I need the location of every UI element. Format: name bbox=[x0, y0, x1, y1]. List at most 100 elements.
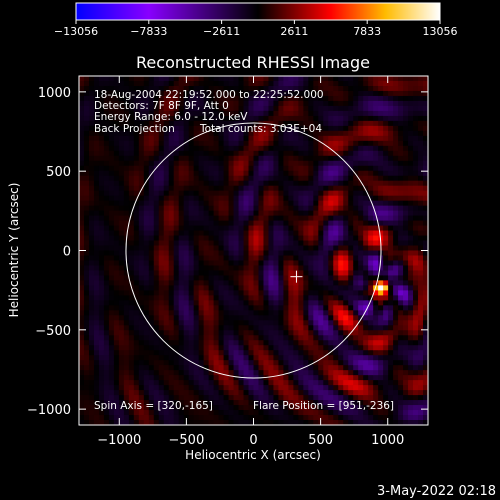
heatmap-cell bbox=[278, 375, 284, 381]
heatmap-cell bbox=[158, 395, 165, 401]
heatmap-cell bbox=[278, 360, 284, 366]
heatmap-cell bbox=[348, 300, 354, 306]
heatmap-cell bbox=[383, 245, 389, 251]
heatmap-cell bbox=[403, 405, 409, 411]
heatmap-cell bbox=[313, 185, 319, 192]
heatmap-cell bbox=[108, 340, 115, 346]
heatmap-cell bbox=[118, 125, 125, 132]
heatmap-cell bbox=[223, 185, 229, 192]
heatmap-cell bbox=[353, 315, 359, 321]
heatmap-cell bbox=[333, 285, 339, 291]
heatmap-cell bbox=[283, 280, 289, 286]
heatmap-cell bbox=[363, 155, 369, 162]
heatmap-cell bbox=[278, 295, 284, 301]
heatmap-cell bbox=[423, 235, 428, 241]
heatmap-cell bbox=[253, 250, 259, 256]
heatmap-cell bbox=[313, 370, 319, 376]
heatmap-cell bbox=[193, 290, 200, 296]
heatmap-cell bbox=[213, 215, 219, 221]
heatmap-cell bbox=[168, 290, 175, 296]
heatmap-cell bbox=[128, 250, 135, 256]
heatmap-cell bbox=[288, 150, 294, 157]
heatmap-cell bbox=[288, 280, 294, 286]
heatmap-cell bbox=[248, 335, 254, 341]
heatmap-cell bbox=[213, 300, 219, 306]
heatmap-cell bbox=[198, 250, 205, 256]
heatmap-cell bbox=[363, 120, 369, 127]
heatmap-cell bbox=[233, 215, 239, 221]
heatmap-cell bbox=[348, 160, 354, 167]
heatmap-cell bbox=[308, 105, 314, 112]
heatmap-cell bbox=[423, 195, 428, 202]
heatmap-cell bbox=[113, 305, 120, 311]
heatmap-cell bbox=[193, 150, 200, 157]
heatmap-cell bbox=[118, 345, 125, 351]
heatmap-cell bbox=[88, 130, 95, 137]
heatmap-cell bbox=[408, 400, 414, 406]
heatmap-cell bbox=[103, 340, 110, 346]
heatmap-cell bbox=[103, 315, 110, 321]
heatmap-cell bbox=[323, 360, 329, 366]
heatmap-cell bbox=[243, 300, 249, 306]
heatmap-cell bbox=[293, 260, 299, 266]
heatmap-cell bbox=[243, 135, 249, 142]
heatmap-cell bbox=[228, 90, 234, 97]
heatmap-cell bbox=[218, 145, 224, 152]
heatmap-cell bbox=[318, 185, 324, 192]
heatmap-cell bbox=[203, 175, 210, 182]
heatmap-cell bbox=[358, 175, 364, 182]
heatmap-cell bbox=[183, 310, 190, 316]
heatmap-cell bbox=[393, 140, 399, 147]
heatmap-cell bbox=[403, 76, 409, 82]
heatmap-cell bbox=[103, 160, 110, 167]
heatmap-cell bbox=[343, 410, 349, 416]
heatmap-cell bbox=[163, 295, 170, 301]
heatmap-cell bbox=[163, 235, 170, 241]
heatmap-cell bbox=[368, 365, 374, 371]
heatmap-cell bbox=[328, 115, 334, 122]
heatmap-cell bbox=[313, 245, 319, 251]
heatmap-cell bbox=[288, 315, 294, 321]
heatmap-cell bbox=[378, 330, 384, 336]
heatmap-cell bbox=[343, 150, 349, 157]
heatmap-cell bbox=[258, 230, 264, 236]
heatmap-cell bbox=[173, 330, 180, 336]
heatmap-cell bbox=[133, 115, 140, 122]
heatmap-cell bbox=[178, 260, 185, 266]
heatmap-cell bbox=[268, 410, 274, 416]
heatmap-cell bbox=[188, 310, 195, 316]
heatmap-cell bbox=[373, 375, 379, 381]
heatmap-cell bbox=[298, 280, 304, 286]
heatmap-cell bbox=[383, 210, 389, 216]
heatmap-cell bbox=[123, 105, 130, 112]
heatmap-cell bbox=[268, 215, 274, 221]
heatmap-cell bbox=[138, 270, 145, 276]
heatmap-cell bbox=[333, 210, 339, 216]
heatmap-cell bbox=[258, 420, 264, 425]
heatmap-cell bbox=[123, 335, 130, 341]
heatmap-cell bbox=[103, 195, 110, 202]
heatmap-cell bbox=[413, 360, 419, 366]
heatmap-cell bbox=[363, 170, 369, 177]
heatmap-cell bbox=[233, 350, 239, 356]
heatmap-cell bbox=[213, 270, 219, 276]
heatmap-cell bbox=[353, 260, 359, 266]
heatmap-cell bbox=[88, 135, 95, 142]
heatmap-cell bbox=[358, 315, 364, 321]
heatmap-cell bbox=[163, 260, 170, 266]
heatmap-cell bbox=[308, 365, 314, 371]
heatmap-cell bbox=[348, 350, 354, 356]
heatmap-cell bbox=[343, 280, 349, 286]
heatmap-cell bbox=[143, 415, 150, 421]
heatmap-cell bbox=[193, 330, 200, 336]
heatmap-cell bbox=[328, 365, 334, 371]
heatmap-cell bbox=[138, 280, 145, 286]
heatmap-cell bbox=[158, 225, 165, 231]
heatmap-cell bbox=[258, 115, 264, 122]
heatmap-cell bbox=[218, 100, 224, 107]
heatmap-cell bbox=[193, 180, 200, 187]
heatmap-cell bbox=[128, 125, 135, 132]
heatmap-cell bbox=[228, 350, 234, 356]
heatmap-cell bbox=[168, 365, 175, 371]
heatmap-cell bbox=[79, 135, 85, 142]
